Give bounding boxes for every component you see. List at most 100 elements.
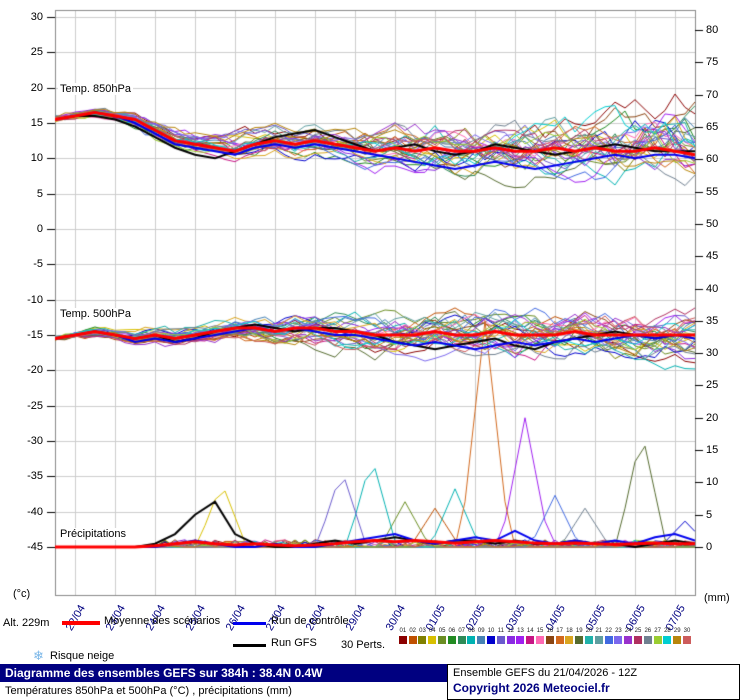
member-number: 07 <box>458 628 466 634</box>
member-color-swatch <box>663 636 672 644</box>
panel-label-850: Temp. 850hPa <box>58 83 133 95</box>
member-legend-cell: 03 <box>418 628 428 644</box>
left-axis-tick: 0 <box>36 223 43 235</box>
member-color-swatch <box>526 636 535 644</box>
member-color-swatch <box>487 636 496 644</box>
member-color-swatch <box>594 636 603 644</box>
right-axis-tick: 15 <box>706 444 719 457</box>
member-legend-cell: 10 <box>486 628 496 644</box>
left-axis-tick: -5 <box>33 258 43 271</box>
member-legend-cell: 14 <box>525 628 535 644</box>
member-color-swatch <box>653 636 662 644</box>
panel-label-500: Temp. 500hPa <box>58 308 133 320</box>
member-legend-cell: 12 <box>506 628 516 644</box>
x-axis-date-label: 23/04 <box>104 603 129 633</box>
x-axis-date-label: 07/05 <box>664 603 689 633</box>
footer-title: Diagramme des ensembles GEFS sur 384h : … <box>0 664 447 682</box>
right-axis-tick: 80 <box>706 24 719 36</box>
member-legend-cell: 23 <box>614 628 624 644</box>
left-axis-tick: 20 <box>30 81 43 94</box>
member-legend-cell: 09 <box>476 628 486 644</box>
left-axis-tick: 15 <box>30 117 43 129</box>
member-legend-cell: 05 <box>437 628 447 644</box>
member-color-swatch <box>438 636 447 644</box>
member-number: 24 <box>624 628 632 634</box>
panel-label-precip: Précipitations <box>58 528 129 540</box>
snow-risk-label: Risque neige <box>50 650 115 662</box>
member-number: 16 <box>546 628 554 634</box>
right-axis-tick: 5 <box>706 508 713 521</box>
member-color-swatch <box>565 636 574 644</box>
left-axis-unit: (°c) <box>13 588 31 600</box>
right-axis-tick: 70 <box>706 88 719 101</box>
left-axis-tick: 5 <box>36 187 43 200</box>
member-number: 22 <box>605 628 612 634</box>
member-number: 08 <box>468 628 475 634</box>
member-color-swatch <box>536 636 545 644</box>
mean-line-swatch <box>62 621 100 625</box>
right-axis-unit: (mm) <box>704 592 730 604</box>
left-axis-tick: -45 <box>27 541 43 553</box>
member-number: 19 <box>575 628 583 634</box>
copyright-link[interactable]: Copyright 2026 Meteociel.fr <box>453 681 610 695</box>
member-number: 14 <box>526 628 534 634</box>
right-axis-tick: 40 <box>706 282 719 295</box>
member-color-swatch <box>477 636 486 644</box>
member-number: 25 <box>634 628 642 634</box>
right-axis-tick: 20 <box>706 411 719 424</box>
altitude-label: Alt. 229m <box>3 617 50 629</box>
member-color-swatch <box>418 636 427 644</box>
member-legend-cell: 22 <box>604 628 614 644</box>
perts-count-label: 30 Perts. <box>341 639 386 651</box>
member-legend-cell: 06 <box>447 628 457 644</box>
left-axis-tick: -20 <box>27 364 43 377</box>
member-color-swatch <box>604 636 613 644</box>
member-legend-cell: 24 <box>623 628 633 644</box>
member-number: 20 <box>585 628 593 634</box>
member-legend-cell: 20 <box>584 628 594 644</box>
footer-subtitle: Températures 850hPa et 500hPa (°C) , pré… <box>5 685 292 697</box>
right-axis-tick: 55 <box>706 185 719 198</box>
x-axis-date-label: 22/04 <box>64 603 89 633</box>
member-number: 06 <box>448 628 456 634</box>
member-legend-cell: 18 <box>565 628 575 644</box>
member-number: 21 <box>595 628 603 634</box>
member-color-swatch <box>614 636 623 644</box>
member-number: 05 <box>438 628 446 634</box>
member-legend-cell: 26 <box>643 628 653 644</box>
member-number: 01 <box>399 628 407 634</box>
left-axis-tick: 30 <box>30 11 43 23</box>
member-legend-cell: 04 <box>427 628 437 644</box>
right-axis-tick: 50 <box>706 217 719 230</box>
member-color-swatch <box>545 636 554 644</box>
member-color-swatch <box>408 636 417 644</box>
member-number: 27 <box>654 628 661 634</box>
gfs-legend-label: Run GFS <box>271 637 317 649</box>
member-color-swatch <box>447 636 456 644</box>
x-axis-date-label: 02/05 <box>464 603 489 633</box>
right-axis-tick: 35 <box>706 314 719 327</box>
member-number: 12 <box>507 628 514 634</box>
member-color-swatch <box>585 636 594 644</box>
ensemble-plot-canvas <box>0 0 740 600</box>
member-legend-cell: 11 <box>496 628 506 644</box>
member-color-swatch <box>496 636 505 644</box>
snowflake-icon: ❄ <box>33 648 44 663</box>
member-color-swatch <box>398 636 407 644</box>
right-axis-tick: 25 <box>706 379 719 392</box>
member-legend-cell: 19 <box>574 628 584 644</box>
member-legend-cell: 13 <box>516 628 526 644</box>
member-number: 11 <box>497 628 504 634</box>
member-number: 29 <box>673 628 681 634</box>
x-axis-date-label: 04/05 <box>544 603 569 633</box>
left-axis-tick: -25 <box>27 399 43 412</box>
left-axis-tick: 10 <box>30 152 43 165</box>
member-number: 23 <box>615 628 622 634</box>
member-legend-cell: 01 <box>398 628 408 644</box>
member-legend-cell: 17 <box>555 628 565 644</box>
member-number: 03 <box>419 628 426 634</box>
member-legend-cell: 07 <box>457 628 467 644</box>
member-number: 26 <box>644 628 652 634</box>
member-number: 15 <box>536 628 544 634</box>
